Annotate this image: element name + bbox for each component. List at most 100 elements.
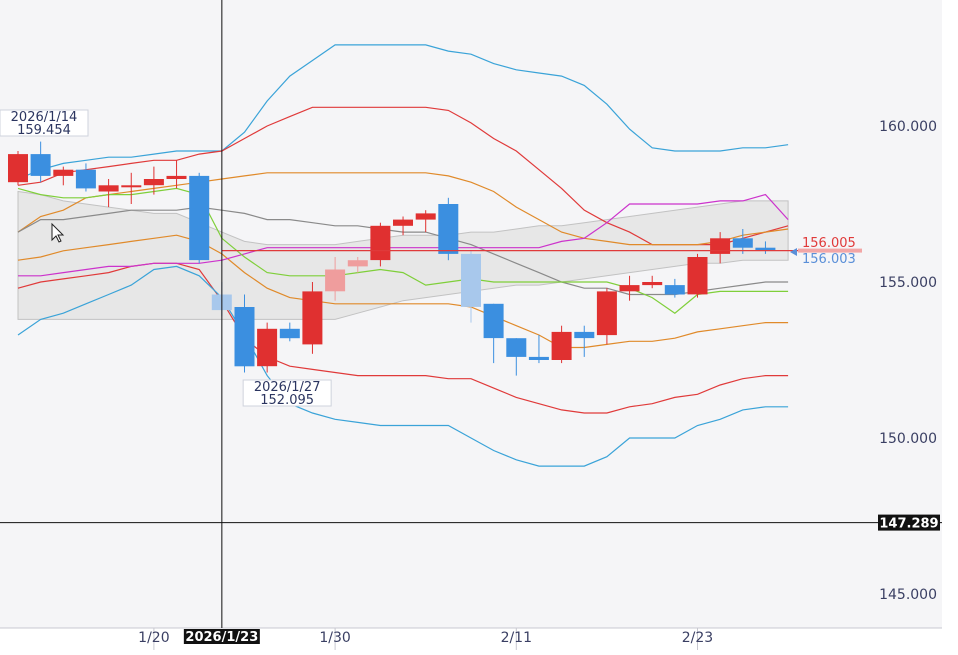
candle[interactable] [687,253,708,298]
candle[interactable] [642,275,663,289]
axes-layer: 160.000 155.000 150.000 145.000 1/20 1/30 2/11… [0,119,942,650]
annotation-value: 159.454 [17,123,71,138]
candle-body [438,204,459,254]
candle[interactable] [53,166,74,186]
candles-layer[interactable] [8,141,776,376]
candle-body [370,225,391,261]
candle-body [325,269,346,292]
annotation-date: 2026/1/27 [254,380,321,395]
mouse-cursor-icon [51,222,65,243]
crosshair-x-label-box [183,629,260,644]
candle-body [393,219,413,226]
candle[interactable] [664,278,685,298]
candle[interactable] [619,275,640,301]
candle[interactable] [755,241,776,254]
y-tick-label: 160.000 [879,119,937,135]
annotation-date: 2026/1/14 [11,110,78,125]
candle-body [279,328,300,339]
crosshair-y-label-box [878,514,940,531]
candle-body [143,179,164,186]
annotation-box [0,109,89,137]
candle[interactable] [121,172,142,204]
candle-body [642,282,663,286]
candle-body [506,338,527,357]
candle[interactable] [279,322,300,342]
axis-background [942,0,958,651]
candle[interactable] [325,257,346,301]
price-marker-red: 156.005 [802,236,856,251]
price-arrow-icon [790,248,797,256]
candle-body [121,185,142,188]
candle-body [687,257,708,295]
candle-body [528,356,549,360]
y-tick-label: 155.000 [879,275,937,291]
candle-body [461,253,481,307]
candle-body [189,175,210,261]
candle[interactable] [234,294,255,373]
candle[interactable] [143,166,164,195]
candle[interactable] [596,288,617,345]
crosshair-layer: 2026/1/23 147.289 [0,0,942,645]
candle-body [596,291,617,336]
candle[interactable] [30,141,51,183]
candle-body [30,154,51,176]
candle-body [415,213,436,220]
candle[interactable] [75,163,96,192]
candle[interactable] [393,216,413,236]
candle-body [98,185,119,192]
candle-body [53,169,74,176]
crosshair-x-label: 2026/1/23 [185,630,258,645]
line-bollinger-upper-3 [17,44,789,180]
candle[interactable] [732,229,753,254]
candle[interactable] [506,338,527,376]
candle[interactable] [302,282,323,354]
candle-body [732,238,753,248]
candle[interactable] [551,325,572,364]
candle-body [302,291,323,345]
candle-body [664,285,685,295]
x-tick-label: 1/30 [319,630,350,646]
candle-body [347,260,368,267]
candle-body [8,154,28,183]
candle-body [166,175,187,179]
candle[interactable] [257,322,278,373]
crosshair-y-label: 147.289 [879,517,938,532]
candle-body [75,169,96,189]
candle-body [710,238,731,254]
y-tick-label: 145.000 [879,587,937,603]
x-tick-label: 2/23 [682,630,713,646]
indicator-lines [17,44,789,467]
x-tick-label: 2/11 [501,630,532,646]
candle[interactable] [483,303,504,364]
current-price-band [798,248,862,253]
candle[interactable] [574,325,595,357]
candle[interactable] [166,160,187,189]
candle[interactable] [98,179,119,208]
candle-body [574,331,595,339]
candle-body [551,331,572,360]
line-bollinger-upper-1 [17,172,789,246]
candle[interactable] [415,210,436,233]
x-tick-label: 1/20 [138,630,169,646]
candle[interactable] [189,172,210,264]
annotation-value: 152.095 [260,393,314,408]
line-moving-average-green [17,187,789,314]
candle[interactable] [347,257,368,273]
candle-body [234,307,255,367]
line-bollinger-lower-3 [17,265,789,467]
line-bollinger-lower-1 [17,234,789,349]
annotation-box [242,379,332,407]
candle[interactable] [370,222,391,267]
price-marker-blue: 156.003 [802,252,856,267]
candle[interactable] [528,335,549,364]
y-tick-label: 150.000 [879,431,937,447]
candle[interactable] [438,197,459,261]
candle-body [483,303,504,339]
candle-body [257,328,278,367]
candle[interactable] [8,151,28,186]
candle[interactable] [461,250,481,323]
candle-body [619,285,640,292]
